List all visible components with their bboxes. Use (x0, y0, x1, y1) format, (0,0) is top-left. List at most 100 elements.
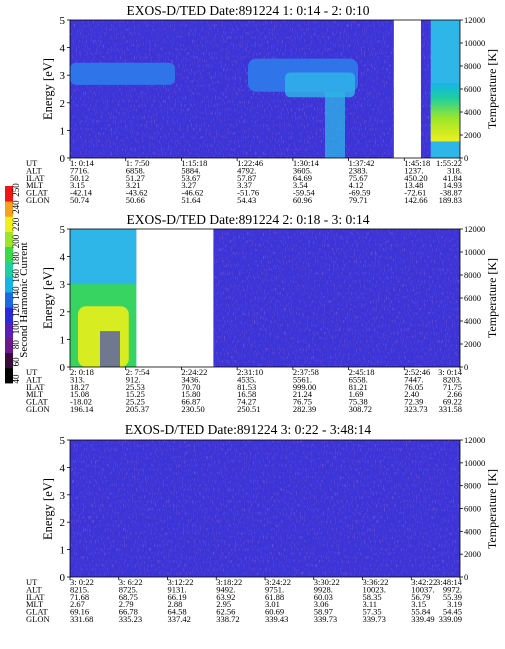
orbit-row-value: 56.79 (411, 592, 430, 602)
orbit-row-value: 3:42:22 (411, 577, 437, 587)
orbit-row-value: 9972. (443, 584, 462, 594)
energy-tick-labels: 0 1 2 3 4 5 (60, 224, 70, 374)
orbit-row-value: 2383. (349, 165, 368, 175)
colorbar-tick-label: 60 (11, 357, 21, 367)
orbit-row-value: 8203. (443, 374, 462, 384)
colorbar-tick-labels: 40 60 80 100 120 140 160 180 200 220 240 250 (11, 183, 21, 384)
flux-hot-region (430, 83, 460, 142)
orbit-row-value: -59.54 (293, 188, 316, 198)
orbit-row-value: 25.53 (126, 382, 145, 392)
temperature-tick-label: 2000 (464, 130, 481, 140)
orbit-row-value: 75.67 (349, 173, 368, 183)
orbit-row-value: 331.68 (70, 614, 93, 624)
orbit-row-value: 3: 6:22 (119, 577, 143, 587)
orbit-row-label: MLT (26, 599, 44, 609)
orbit-row-value: 250.51 (237, 404, 260, 414)
orbit-row-value: 450.20 (404, 173, 427, 183)
orbit-row-value: 2.40 (404, 389, 419, 399)
orbit-row-value: 2:31:10 (237, 367, 263, 377)
orbit-row-value: 15.80 (181, 389, 200, 399)
orbit-row-value: 3.54 (293, 180, 309, 190)
temperature-tick-label: 2000 (464, 339, 481, 349)
energy-tick-label: 4 (60, 252, 66, 264)
orbit-row-value: 339.49 (411, 614, 434, 624)
energy-tick-labels: 0 1 2 3 4 5 (60, 15, 70, 165)
orbit-row-value: 63.92 (216, 592, 235, 602)
orbit-row-value: 70.70 (181, 382, 200, 392)
orbit-row-value: 7716. (70, 165, 89, 175)
orbit-row-value: 15.25 (126, 389, 145, 399)
orbit-row-label: ILAT (26, 592, 45, 602)
orbit-row-value: 53.67 (181, 173, 200, 183)
orbit-row-value: 74.27 (237, 397, 256, 407)
colorbar-swatch (5, 186, 13, 202)
orbit-row-value: 323.73 (404, 404, 427, 414)
y2-axis-label: Temperature [K] (485, 469, 499, 549)
orbit-row-value: 1:55:22 (436, 158, 462, 168)
orbit-row-value: 196.14 (70, 404, 94, 414)
energy-tick-labels: 0 1 2 3 4 5 (60, 435, 70, 584)
orbit-row-value: 3.21 (126, 180, 141, 190)
colorbar-tick-label: 40 (11, 374, 21, 384)
orbit-row-value: 339.73 (363, 614, 386, 624)
energy-tick-label: 4 (60, 43, 66, 55)
orbit-row-value: 81.21 (349, 382, 368, 392)
orbit-row-value: 3605. (293, 165, 312, 175)
temperature-tick-label: 0 (464, 153, 468, 163)
spectrogram-panel-1: EXOS-D/TED Date:891224 1: 0:14 - 2: 0:10… (26, 3, 499, 205)
orbit-row-value: 55.84 (411, 607, 431, 617)
spectrogram-texture (70, 440, 460, 577)
spectrogram-panel-2: EXOS-D/TED Date:891224 2: 0:18 - 3: 0:14… (26, 212, 499, 414)
orbit-row-value: 51.27 (126, 173, 145, 183)
energy-tick-label: 2 (60, 307, 66, 319)
temperature-tick-label: 4000 (464, 526, 481, 536)
y-axis-label: Energy [eV] (41, 478, 55, 540)
orbit-row-value: 999.00 (293, 382, 316, 392)
orbit-row-value: 54.43 (237, 195, 256, 205)
orbit-row-value: 50.12 (70, 173, 89, 183)
flux-dip (100, 331, 120, 367)
colorbar-tick-label: 160 (11, 269, 21, 283)
orbit-row-label: MLT (26, 389, 44, 399)
orbit-row-value: 337.42 (168, 614, 191, 624)
orbit-row-value: 60.96 (293, 195, 312, 205)
orbit-row-value: 4.12 (349, 180, 364, 190)
orbit-row-value: 5561. (293, 374, 312, 384)
orbit-row-value: 57.35 (363, 607, 382, 617)
temperature-tick-label: 6000 (464, 84, 481, 94)
orbit-row-value: 2.88 (168, 599, 183, 609)
orbit-row-value: 5884. (181, 165, 200, 175)
temperature-tick-label: 8000 (464, 481, 481, 491)
orbit-row-value: 2.67 (70, 599, 85, 609)
flux-band (70, 62, 175, 85)
colorbar-swatch (5, 276, 13, 293)
colorbar-swatch (5, 261, 13, 278)
orbit-row-label: UT (26, 158, 38, 168)
plot-area (69, 19, 461, 159)
colorbar-label: Second Harmonic Current (18, 242, 30, 357)
energy-tick-label: 0 (60, 362, 66, 374)
orbit-row-value: 3.37 (237, 180, 252, 190)
orbit-row-value: 339.73 (314, 614, 337, 624)
temperature-tick-labels: 0 2000 4000 6000 8000 10000 12000 (460, 15, 485, 163)
orbit-row-value: 142.66 (404, 195, 427, 205)
panel-title: EXOS-D/TED Date:891224 3: 0:22 - 3:48:14 (125, 422, 372, 437)
orbit-row-value: 3: 0:14 (438, 367, 463, 377)
orbit-row-value: 282.39 (293, 404, 316, 414)
energy-tick-label: 1 (60, 334, 66, 346)
colorbar-tick-label: 100 (11, 320, 21, 334)
orbit-row-value: 76.75 (293, 397, 312, 407)
orbit-row-value: 2:52:46 (404, 367, 430, 377)
orbit-row-value: 60.03 (314, 592, 333, 602)
orbit-row-value: 335.23 (119, 614, 142, 624)
temperature-tick-label: 4000 (464, 107, 481, 117)
orbit-row-value: 62.56 (216, 607, 235, 617)
orbit-row-value: 64.69 (293, 173, 312, 183)
orbit-row-value: 189.83 (439, 195, 462, 205)
orbit-row-value: 331.58 (439, 404, 462, 414)
orbit-row-value: 6558. (349, 374, 368, 384)
orbit-row-value: 8215. (70, 584, 89, 594)
orbit-row-label: GLON (26, 614, 50, 624)
temperature-tick-label: 8000 (464, 270, 481, 280)
orbit-row-value: 1:45:18 (404, 158, 430, 168)
